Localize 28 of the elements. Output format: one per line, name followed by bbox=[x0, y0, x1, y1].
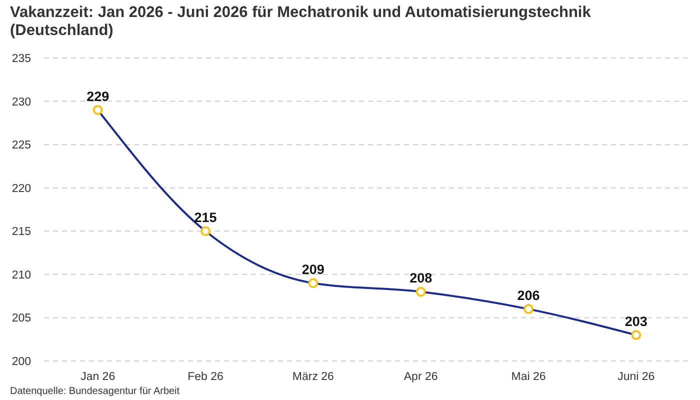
x-tick-label: Jan 26 bbox=[80, 371, 116, 383]
y-tick-label: 225 bbox=[12, 140, 31, 152]
x-tick-label: Mai 26 bbox=[511, 371, 546, 383]
x-tick-label: Juni 26 bbox=[618, 371, 655, 383]
data-label: 209 bbox=[302, 262, 324, 278]
chart-title: Vakanzzeit: Jan 2026 - Juni 2026 für Mechatronik und Automatisierungstechnik (Deutschland) bbox=[10, 4, 592, 39]
y-tick-label: 220 bbox=[12, 182, 31, 195]
point bbox=[524, 304, 534, 314]
y-tick-label: 210 bbox=[12, 269, 31, 282]
data-label: 215 bbox=[194, 210, 218, 226]
data-label: 208 bbox=[410, 270, 433, 286]
data-label: 206 bbox=[517, 288, 540, 304]
point bbox=[200, 226, 210, 236]
point bbox=[631, 330, 642, 340]
x-tick-label: Apr 26 bbox=[404, 371, 438, 383]
text: Datenquelle: Bundesagentur für Arbeit bbox=[10, 386, 180, 397]
y-tick-label: 230 bbox=[12, 96, 31, 108]
y-tick-label: 215 bbox=[12, 226, 31, 238]
point bbox=[92, 104, 103, 115]
y-tick-label: 200 bbox=[12, 356, 31, 368]
point bbox=[416, 286, 426, 297]
x-tick-label: Feb 26 bbox=[188, 371, 224, 383]
data-label: 203 bbox=[624, 314, 648, 330]
y-tick-label: 235 bbox=[12, 53, 31, 65]
data-label: 229 bbox=[86, 88, 110, 104]
point bbox=[308, 278, 318, 288]
y-tick-label: 205 bbox=[12, 312, 31, 325]
x-tick-label: März 26 bbox=[292, 371, 334, 383]
